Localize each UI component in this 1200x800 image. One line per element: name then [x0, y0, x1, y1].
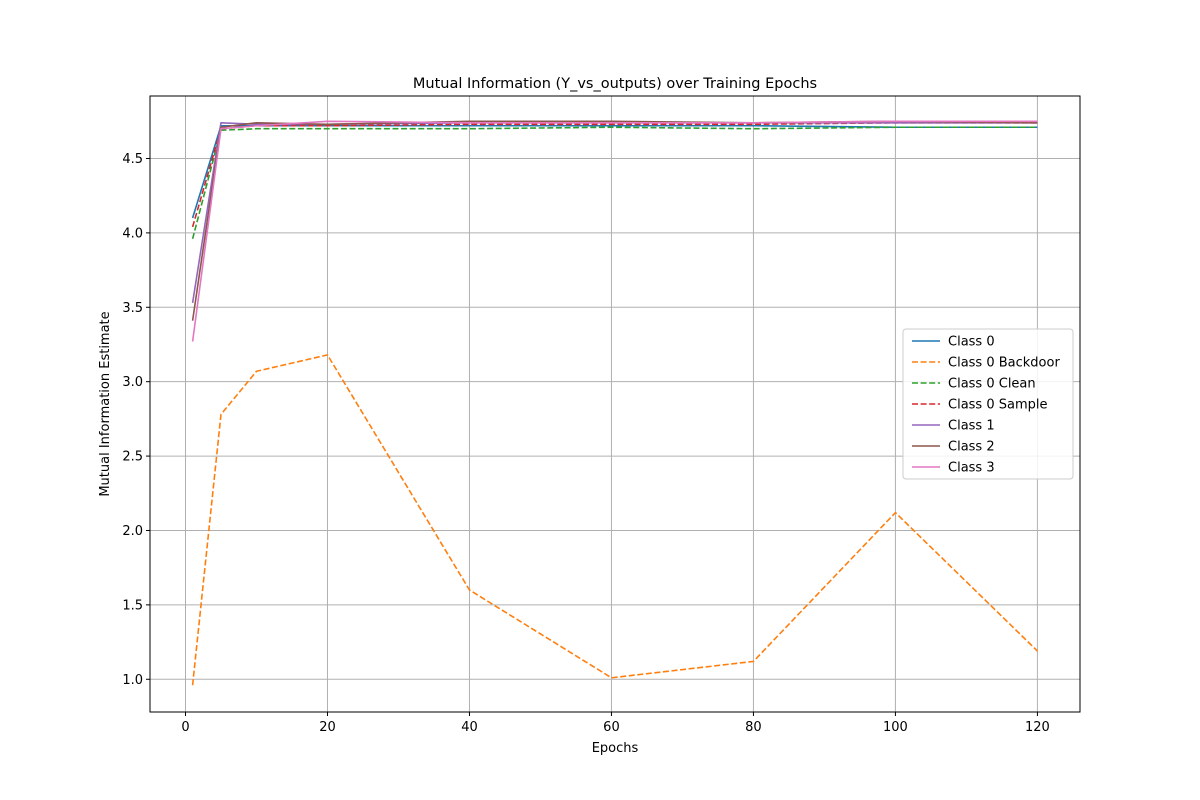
x-tick-label: 20 [319, 720, 336, 735]
legend-label-class-3: Class 3 [948, 461, 995, 476]
x-tick-label: 120 [1025, 720, 1050, 735]
series-line-class-0-backdoor [191, 354, 1038, 686]
series-lines [191, 120, 1038, 686]
legend-label-class-2: Class 2 [948, 440, 995, 455]
series-line-class-3 [191, 120, 1038, 342]
legend: Class 0 Class 0 Backdoor Class 0 Clean Clas… [902, 328, 1074, 480]
y-tick-label: 3.5 [122, 301, 143, 316]
legend-label-class-0-backdoor: Class 0 Backdoor [948, 356, 1060, 371]
legend-label-class-1: Class 1 [948, 419, 995, 434]
y-tick-label: 1.5 [122, 598, 143, 613]
plot-area-frame [149, 95, 1081, 713]
chart-title: Mutual Information (Y_vs_outputs) over T… [413, 76, 817, 92]
legend-box [902, 328, 1074, 480]
x-axis-label: Epochs [592, 741, 639, 756]
y-tick-label: 4.0 [122, 226, 143, 241]
x-tick-label: 60 [603, 720, 620, 735]
x-tick-label: 40 [461, 720, 478, 735]
legend-label-class-0-sample: Class 0 Sample [948, 398, 1047, 413]
y-tick-label: 4.5 [122, 152, 143, 167]
y-axis-label: Mutual Information Estimate [98, 311, 113, 496]
y-tick-label: 2.5 [122, 450, 143, 465]
y-tick-label: 3.0 [122, 375, 143, 390]
y-tick-label: 1.0 [122, 673, 143, 688]
x-tick-label: 0 [181, 720, 189, 735]
y-tick-label: 2.0 [122, 524, 143, 539]
legend-label-class-0-clean: Class 0 Clean [948, 377, 1036, 392]
x-tick-label: 100 [883, 720, 908, 735]
series-line-class-0-clean [191, 126, 1038, 240]
x-tick-label: 80 [745, 720, 762, 735]
legend-label-class-0: Class 0 [948, 335, 995, 350]
axis-ticks: 0 20 40 60 80 100 120 1.0 1.5 2.0 2.5 3.0 3.5 4.0 4.5 [122, 152, 1050, 735]
